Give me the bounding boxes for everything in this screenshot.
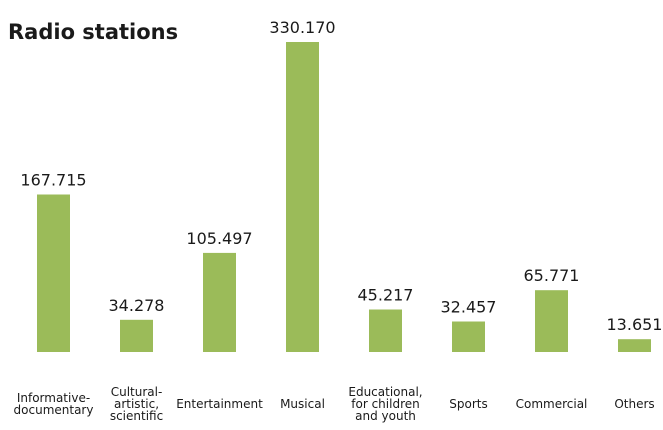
category-label-5: Educational, for children and youth: [348, 385, 422, 423]
category-label-1: Informative-documentary: [14, 391, 94, 417]
category-label-7: Commercial: [516, 397, 588, 411]
value-labels-layer: 167.715 34.278 105.497 330.170 45.217 32.457 6…: [20, 18, 662, 334]
category-label-line: Musical: [280, 397, 325, 411]
bar-3: [203, 252, 236, 352]
category-label-line: for children: [351, 397, 419, 411]
category-label-2: Cultural-artistic, scientific: [110, 385, 163, 423]
bar-2: [120, 319, 153, 352]
category-label-4: Musical: [280, 397, 325, 411]
value-label-4: 330.170: [269, 18, 335, 37]
bar-4: [286, 42, 319, 352]
category-label-3: Entertainment: [176, 397, 263, 411]
value-label-8: 13.651: [607, 315, 663, 334]
value-label-2: 34.278: [109, 296, 165, 315]
category-label-line: documentary: [14, 403, 94, 417]
value-label-3: 105.497: [186, 229, 252, 248]
chart-title: Radio stations: [8, 20, 178, 44]
bar-1: [37, 194, 70, 352]
category-label-line: artistic,: [114, 397, 159, 411]
category-label-line: scientific: [110, 409, 163, 423]
category-label-6: Sports: [449, 397, 487, 411]
bar-6: [452, 321, 485, 352]
category-label-line: Commercial: [516, 397, 588, 411]
category-labels-layer: Informative-documentary Cultural-artistic…: [14, 385, 655, 423]
bar-7: [535, 290, 568, 352]
category-label-line: Entertainment: [176, 397, 263, 411]
category-label-line: and youth: [355, 409, 416, 423]
category-label-line: Cultural-: [111, 385, 163, 399]
category-label-line: Sports: [449, 397, 487, 411]
bar-8: [618, 339, 651, 352]
bars-layer: [37, 42, 651, 352]
value-label-7: 65.771: [524, 266, 580, 285]
value-label-6: 32.457: [441, 298, 497, 317]
value-label-5: 45.217: [358, 286, 414, 305]
bar-5: [369, 309, 402, 352]
value-label-1: 167.715: [20, 171, 86, 190]
category-label-8: Others: [614, 397, 654, 411]
category-label-line: Others: [614, 397, 654, 411]
category-label-line: Educational,: [348, 385, 422, 399]
category-label-line: Informative-: [17, 391, 90, 405]
